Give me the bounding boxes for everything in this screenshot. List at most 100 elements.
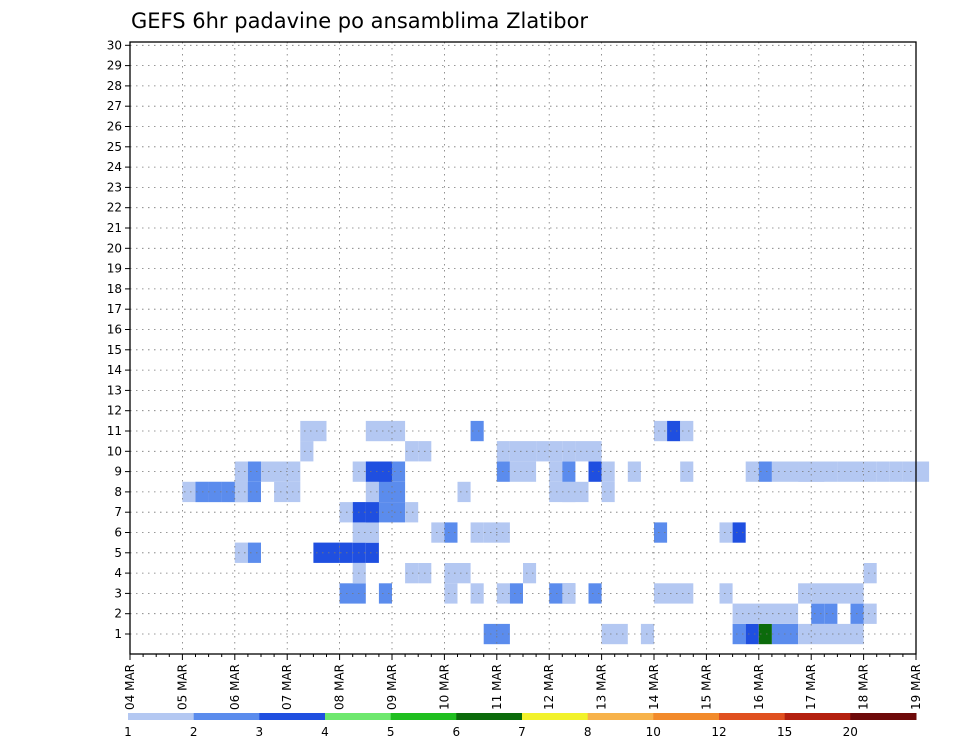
y-tick-label: 24 bbox=[107, 160, 122, 174]
heatmap-cell bbox=[732, 603, 799, 624]
y-tick-label: 16 bbox=[107, 323, 122, 337]
colorbar-segment bbox=[390, 713, 457, 720]
colorbar-tick-label: 6 bbox=[452, 725, 460, 739]
heatmap-cell bbox=[470, 583, 484, 604]
x-tick-label: 18 MAR bbox=[857, 664, 871, 710]
x-tick-label: 04 MAR bbox=[123, 664, 137, 710]
colorbar-segment bbox=[128, 713, 195, 720]
y-tick-label: 17 bbox=[107, 302, 122, 316]
heatmap-cell bbox=[457, 481, 471, 503]
x-tick-label: 14 MAR bbox=[647, 664, 661, 710]
heatmap-cell bbox=[745, 623, 759, 645]
heatmap-cell bbox=[601, 481, 615, 503]
x-tick-label: 10 MAR bbox=[437, 664, 451, 710]
colorbar-segment bbox=[456, 713, 523, 720]
heatmap-cell bbox=[378, 481, 392, 503]
x-axis: 04 MAR 05 MAR 06 MAR 07 MAR 08 MAR 09 MAR 10 M… bbox=[123, 654, 923, 710]
heatmap-cell bbox=[588, 441, 602, 462]
heatmap-cell bbox=[863, 563, 877, 584]
heatmap-cell bbox=[745, 461, 759, 482]
heatmap-cell bbox=[798, 583, 812, 604]
heatmap-cell bbox=[523, 461, 537, 482]
colorbar-tick-label: 12 bbox=[711, 725, 726, 739]
heatmap-cell bbox=[287, 461, 301, 482]
x-tick-label: 05 MAR bbox=[175, 664, 189, 710]
heatmap-cell bbox=[654, 583, 694, 604]
heatmap-cell bbox=[287, 481, 301, 503]
heatmap-cell bbox=[431, 522, 445, 543]
heatmap-cell bbox=[457, 563, 471, 584]
heatmap-cell bbox=[811, 461, 825, 482]
y-tick-label: 11 bbox=[107, 424, 122, 438]
y-tick-label: 29 bbox=[107, 59, 122, 73]
x-tick-label: 13 MAR bbox=[595, 664, 609, 710]
y-tick-label: 8 bbox=[114, 485, 122, 499]
x-tick-label: 19 MAR bbox=[909, 664, 923, 710]
heatmap-cell bbox=[654, 420, 668, 442]
heatmap-cell bbox=[758, 461, 772, 482]
x-tick-label: 09 MAR bbox=[385, 664, 399, 710]
heatmap-cell bbox=[523, 441, 537, 462]
colorbar-segment bbox=[850, 713, 917, 720]
heatmap-cell bbox=[798, 623, 864, 645]
heatmap-cell bbox=[588, 461, 602, 482]
heatmap-cell bbox=[785, 461, 799, 482]
heatmap-cell bbox=[916, 461, 930, 482]
x-tick-label: 15 MAR bbox=[699, 664, 713, 710]
x-tick-label: 17 MAR bbox=[804, 664, 818, 710]
heatmap-cell bbox=[654, 522, 668, 543]
heatmap-cell bbox=[300, 441, 314, 462]
heatmap-cell bbox=[575, 441, 589, 462]
heatmap-cell bbox=[300, 420, 327, 442]
heatmap-cell bbox=[549, 441, 563, 462]
heatmap-cell bbox=[719, 522, 733, 543]
y-tick-label: 12 bbox=[107, 404, 122, 418]
colorbar-segment bbox=[587, 713, 654, 720]
heatmap-cell bbox=[444, 583, 458, 604]
heatmap-cell bbox=[732, 522, 746, 543]
heatmap-cell bbox=[444, 563, 458, 584]
y-tick-label: 28 bbox=[107, 79, 122, 93]
heatmap-cell bbox=[234, 542, 248, 563]
heatmap-cell bbox=[405, 441, 419, 462]
heatmap-cell bbox=[234, 481, 248, 503]
y-tick-label: 22 bbox=[107, 201, 122, 215]
heatmap-cell bbox=[680, 420, 694, 442]
heatmap-cell bbox=[509, 461, 523, 482]
heatmap-cell bbox=[549, 461, 563, 482]
heatmap-cell bbox=[837, 461, 851, 482]
y-tick-label: 26 bbox=[107, 120, 122, 134]
heatmap-cell bbox=[601, 623, 628, 645]
grid-lines bbox=[130, 42, 916, 654]
y-tick-label: 2 bbox=[114, 607, 122, 621]
heatmap-cell bbox=[247, 481, 261, 503]
heatmap-cell bbox=[680, 461, 694, 482]
heatmap-cell bbox=[444, 522, 458, 543]
y-tick-label: 15 bbox=[107, 343, 122, 357]
heatmap-cell bbox=[247, 542, 261, 563]
heatmap-cell bbox=[811, 583, 864, 604]
heatmap-cell bbox=[378, 583, 392, 604]
heatmap-cell bbox=[824, 603, 838, 624]
colorbar-segment bbox=[325, 713, 392, 720]
heatmap-cells bbox=[182, 420, 930, 645]
y-tick-label: 23 bbox=[107, 180, 122, 194]
y-tick-label: 4 bbox=[114, 566, 122, 580]
x-tick-label: 11 MAR bbox=[490, 664, 504, 710]
heatmap-cell bbox=[365, 420, 406, 442]
heatmap-cell bbox=[392, 502, 406, 523]
heatmap-cell bbox=[667, 420, 681, 442]
heatmap-cell bbox=[470, 522, 484, 543]
x-tick-label: 08 MAR bbox=[333, 664, 347, 710]
colorbar-segment bbox=[522, 713, 589, 720]
heatmap-cell bbox=[811, 603, 825, 624]
heatmap-cell bbox=[732, 623, 746, 645]
colorbar-tick-label: 15 bbox=[777, 725, 792, 739]
heatmap-cell bbox=[509, 583, 523, 604]
y-tick-label: 14 bbox=[107, 363, 122, 377]
heatmap-cell bbox=[509, 441, 523, 462]
y-tick-label: 25 bbox=[107, 140, 122, 154]
heatmap-cell bbox=[863, 603, 877, 624]
colorbar-tick-label: 4 bbox=[321, 725, 329, 739]
heatmap-cell bbox=[470, 420, 484, 442]
